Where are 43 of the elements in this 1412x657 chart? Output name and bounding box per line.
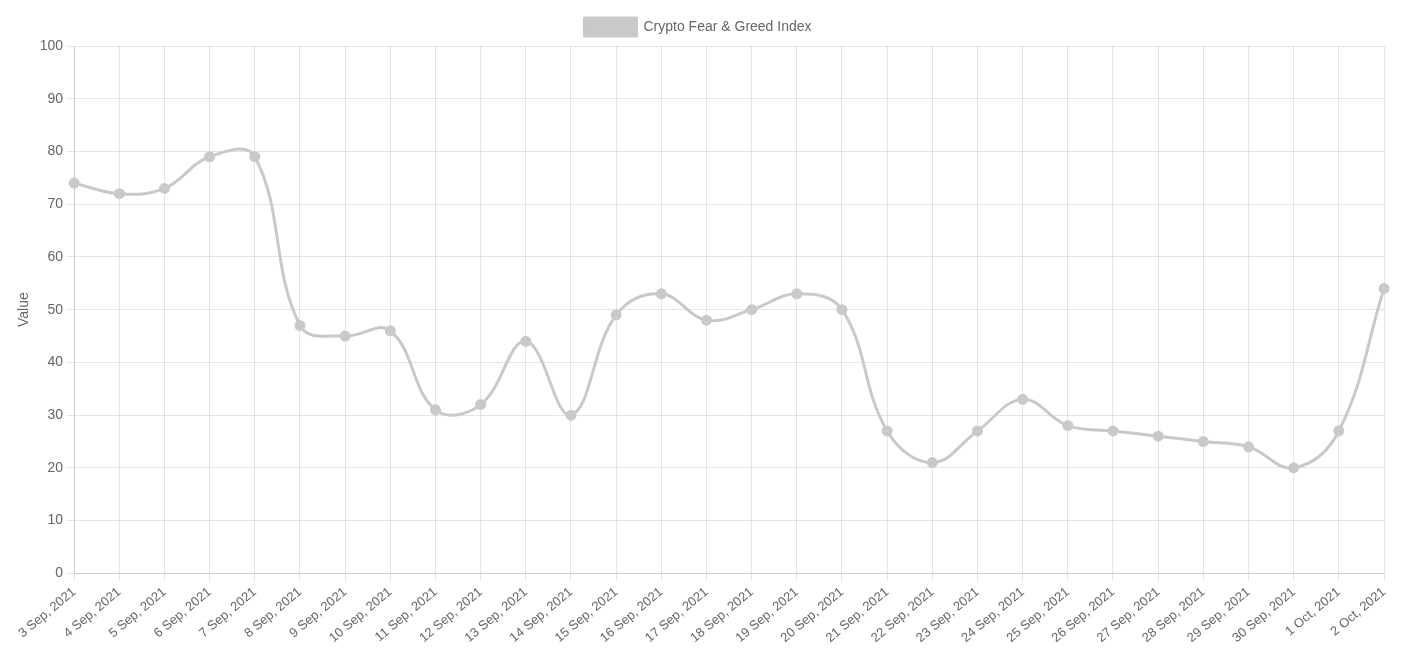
point: [565, 409, 577, 421]
point: [791, 288, 803, 300]
point: [158, 182, 170, 194]
point: [520, 335, 532, 347]
y-tick-label: 60: [47, 247, 64, 264]
point: [429, 404, 441, 416]
point: [881, 425, 893, 437]
y-tick-label: 80: [47, 142, 64, 159]
point: [1197, 436, 1209, 447]
point: [972, 425, 983, 437]
y-tick-label: 0: [55, 564, 64, 581]
y-axis-title: Value: [15, 292, 32, 328]
point: [610, 309, 622, 321]
point: [204, 151, 216, 163]
legend-label: Crypto Fear & Greed Index: [643, 17, 812, 34]
y-tick-label: 100: [39, 36, 64, 53]
point: [746, 304, 758, 316]
point: [113, 188, 125, 200]
point: [836, 304, 848, 316]
point: [1017, 393, 1029, 405]
point: [926, 457, 938, 469]
y-tick-label: 90: [47, 89, 64, 106]
point: [1107, 425, 1119, 437]
y-tick-label: 50: [47, 300, 64, 317]
point: [655, 288, 667, 300]
point: [249, 151, 261, 163]
point: [1333, 425, 1345, 437]
point: [1378, 283, 1390, 295]
y-tick-label: 20: [47, 458, 64, 475]
y-tick-label: 30: [47, 405, 64, 422]
point: [1062, 420, 1074, 432]
y-tick-label: 40: [47, 353, 64, 370]
point: [475, 399, 487, 411]
point: [701, 314, 712, 326]
point: [384, 325, 396, 337]
point: [294, 319, 306, 331]
point: [339, 330, 351, 342]
point: [68, 177, 80, 189]
y-tick-label: 70: [47, 195, 64, 212]
point: [1288, 462, 1300, 474]
point: [1152, 430, 1164, 442]
y-tick-label: 10: [47, 511, 64, 528]
point: [1243, 441, 1254, 453]
